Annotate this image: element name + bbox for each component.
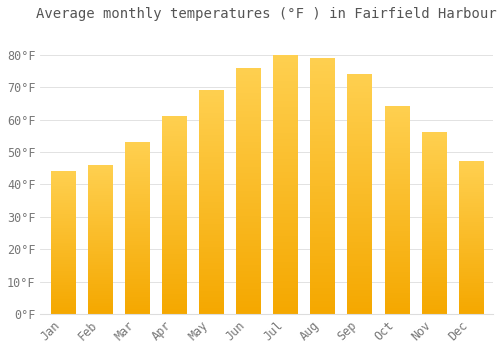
Title: Average monthly temperatures (°F ) in Fairfield Harbour: Average monthly temperatures (°F ) in Fa… bbox=[36, 7, 497, 21]
Bar bbox=[348, 74, 372, 314]
Bar bbox=[273, 55, 297, 314]
Bar bbox=[236, 68, 260, 314]
Bar bbox=[422, 133, 446, 314]
Bar bbox=[50, 172, 74, 314]
Bar bbox=[162, 117, 186, 314]
Bar bbox=[310, 58, 334, 314]
Bar bbox=[458, 162, 483, 314]
Bar bbox=[124, 142, 149, 314]
Bar bbox=[199, 91, 223, 314]
Bar bbox=[88, 165, 112, 314]
Bar bbox=[384, 107, 408, 314]
